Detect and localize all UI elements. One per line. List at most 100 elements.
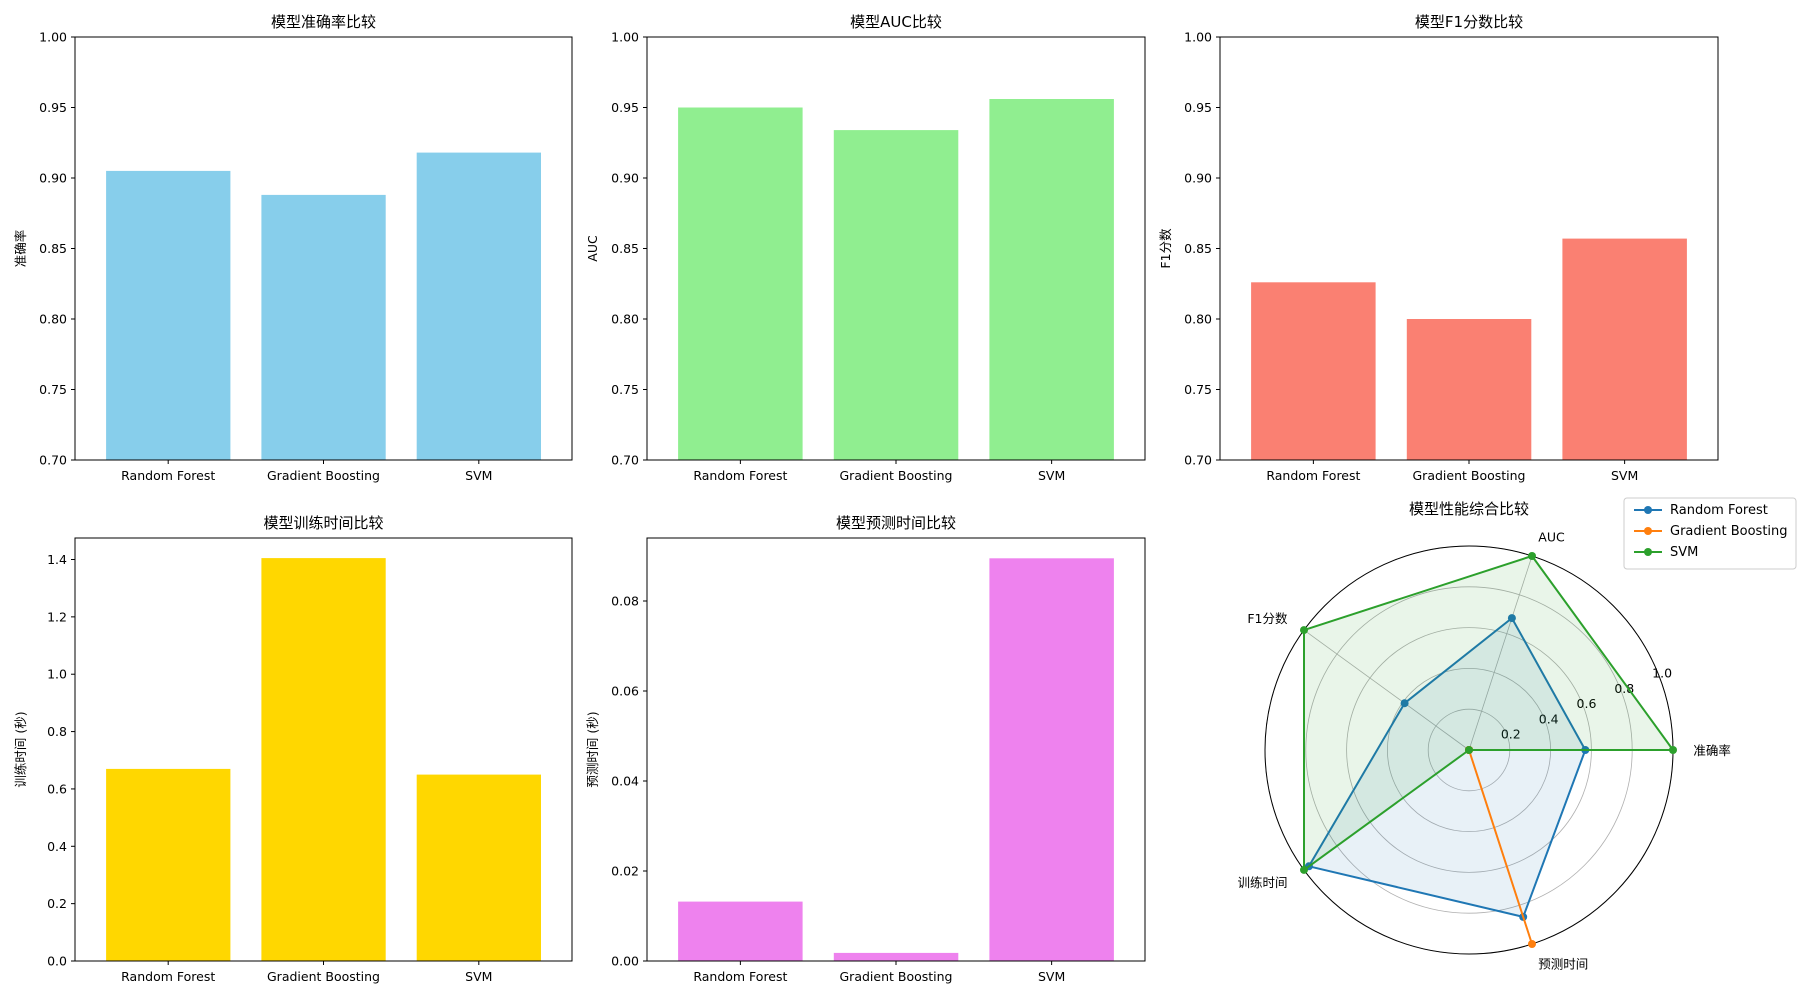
legend-entry: Gradient Boosting: [1670, 524, 1788, 539]
y-tick-label: 0.80: [39, 312, 67, 327]
y-tick-label: 0.0: [47, 954, 67, 969]
radar-axis-label: 训练时间: [1237, 875, 1287, 890]
chart-title: 模型F1分数比较: [1415, 13, 1523, 31]
legend-box: [1623, 497, 1797, 570]
chart-title: 模型性能综合比较: [1409, 500, 1529, 518]
y-axis-label: F1分数: [1158, 228, 1173, 269]
y-tick-label: 0.02: [611, 864, 639, 879]
legend-entry: SVM: [1670, 545, 1698, 560]
bar-chart-4: 0.0 0.2 0.4 0.6 0.8 1.0 1.2 1.4 Random Forest Gra…: [13, 514, 573, 984]
bar-chart-1: 0.70 0.75 0.80 0.85 0.90 0.95 1.00 Random Fores…: [13, 13, 573, 483]
x-tick-label: Gradient Boosting: [1413, 468, 1526, 483]
bar-1: [106, 170, 231, 460]
y-tick-label: 0.80: [1184, 312, 1212, 327]
legend-swatch-marker: [1644, 548, 1652, 556]
x-tick-label: Random Forest: [693, 468, 787, 483]
radar-point: [1669, 746, 1677, 754]
bar-chart-5: 0.00 0.02 0.04 0.06 0.08 Random Forest Gradien…: [585, 514, 1146, 984]
radar-series-fill: [1308, 618, 1586, 917]
chart-title: 模型预测时间比较: [836, 514, 956, 532]
radar-spoke: [1468, 555, 1533, 751]
radar-axis-label: 预测时间: [1538, 956, 1588, 971]
y-axis-label: AUC: [585, 235, 600, 262]
x-tick-label: Gradient Boosting: [840, 468, 953, 483]
radar-r-tick-label: 1.0: [1652, 666, 1672, 681]
y-tick-label: 1.0: [47, 667, 67, 682]
y-tick-label: 0.95: [611, 100, 639, 115]
y-tick-label: 0.2: [47, 896, 67, 911]
bar-2: [833, 952, 959, 961]
legend-swatch-marker: [1644, 527, 1652, 535]
legend-swatch-marker: [1644, 506, 1652, 514]
x-tick-label: SVM: [465, 969, 492, 984]
radar-spoke: [1303, 629, 1470, 751]
radar-series-line: [1303, 555, 1674, 871]
x-tick-label: Gradient Boosting: [267, 969, 380, 984]
x-tick-label: Random Forest: [121, 468, 215, 483]
y-tick-label: 1.00: [1184, 30, 1212, 45]
x-tick-label: SVM: [1038, 468, 1065, 483]
y-tick-label: 0.80: [611, 312, 639, 327]
bar-1: [1251, 282, 1376, 460]
y-tick-label: 1.00: [611, 30, 639, 45]
y-axis-label: 训练时间 (秒): [13, 711, 28, 787]
bar-1: [678, 107, 803, 460]
y-tick-label: 0.70: [611, 453, 639, 468]
x-tick-label: Random Forest: [121, 969, 215, 984]
y-tick-label: 0.75: [39, 382, 67, 397]
x-tick-label: Gradient Boosting: [267, 468, 380, 483]
chart-title: 模型AUC比较: [850, 13, 942, 31]
bar-3: [416, 774, 541, 961]
radar-point: [1300, 865, 1308, 874]
x-tick-label: SVM: [465, 468, 492, 483]
legend: Random Forest Gradient Boosting SVM: [1623, 497, 1797, 570]
bar-3: [416, 152, 541, 460]
radar-point: [1465, 746, 1473, 754]
radar-r-tick-label: 0.6: [1577, 696, 1597, 711]
y-tick-label: 0.6: [47, 781, 67, 796]
bar-2: [1406, 319, 1532, 460]
y-tick-label: 0.04: [611, 774, 639, 789]
radar-point: [1528, 940, 1536, 948]
bar-chart-2: 0.70 0.75 0.80 0.85 0.90 0.95 1.00 Random Fores…: [585, 13, 1146, 483]
radar-series-3: [1300, 552, 1677, 874]
y-tick-label: 0.08: [611, 594, 639, 609]
bar-chart-3: 0.70 0.75 0.80 0.85 0.90 0.95 1.00 Random Fores…: [1158, 13, 1719, 483]
y-tick-label: 0.90: [611, 171, 639, 186]
radar-point: [1400, 699, 1409, 708]
x-tick-label: SVM: [1611, 468, 1638, 483]
legend-entry: Random Forest: [1670, 503, 1768, 518]
chart-title: 模型训练时间比较: [263, 514, 383, 532]
y-tick-label: 1.00: [39, 30, 67, 45]
y-tick-label: 0.95: [39, 100, 67, 115]
radar-point: [1507, 614, 1516, 623]
y-tick-label: 0.75: [1184, 382, 1212, 397]
bar-2: [833, 130, 959, 460]
y-tick-label: 0.85: [1184, 241, 1212, 256]
bar-3: [989, 99, 1114, 460]
y-tick-label: 0.70: [1184, 453, 1212, 468]
x-tick-label: Random Forest: [693, 969, 787, 984]
x-tick-label: Gradient Boosting: [840, 969, 953, 984]
y-tick-label: 0.00: [611, 954, 639, 969]
y-tick-label: 0.90: [39, 171, 67, 186]
bar-3: [989, 558, 1114, 962]
y-tick-label: 0.75: [611, 382, 639, 397]
radar-axis-label: 准确率: [1693, 743, 1731, 758]
bar-1: [106, 768, 231, 961]
y-tick-label: 0.4: [47, 839, 67, 854]
y-tick-label: 0.90: [1184, 171, 1212, 186]
radar-axis-label: AUC: [1538, 530, 1565, 545]
y-tick-label: 0.95: [1184, 100, 1212, 115]
radar-point: [1528, 552, 1536, 560]
radar-r-tick-label: 0.4: [1539, 711, 1559, 726]
y-tick-label: 0.85: [39, 241, 67, 256]
radar-r-tick-label: 0.8: [1614, 681, 1634, 696]
y-axis-label: 预测时间 (秒): [585, 711, 600, 787]
radar-axis-label: F1分数: [1247, 611, 1288, 626]
bar-1: [678, 901, 803, 961]
y-tick-label: 1.4: [47, 552, 67, 567]
x-tick-label: SVM: [1038, 969, 1065, 984]
